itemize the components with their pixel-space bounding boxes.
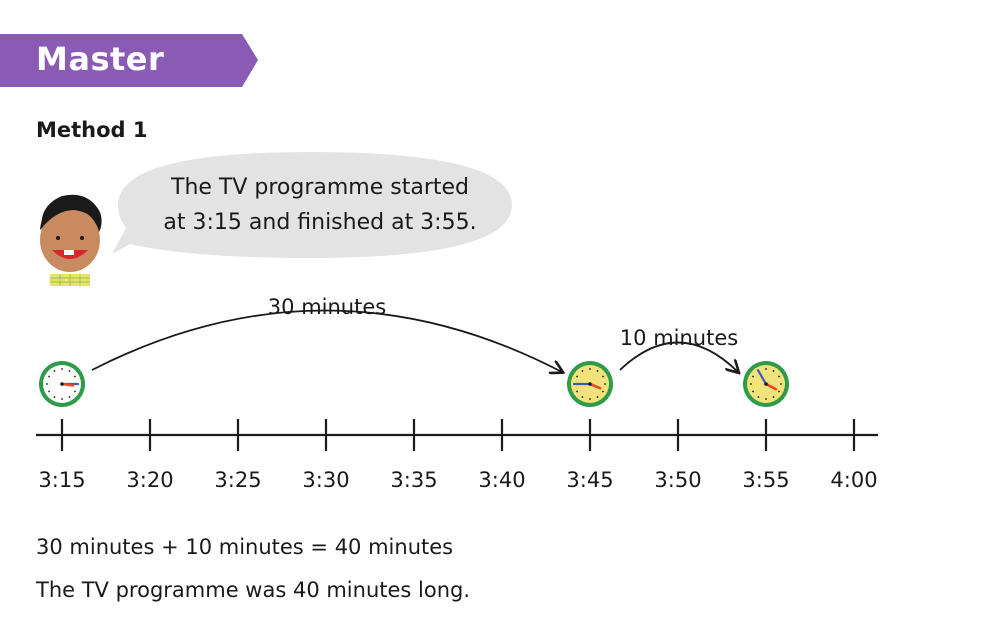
- speech-text: The TV programme started at 3:15 and fin…: [120, 170, 520, 240]
- speech-line-2: at 3:15 and finished at 3:55.: [163, 210, 477, 235]
- jump-label: 30 minutes: [268, 295, 386, 319]
- tick-label: 3:55: [742, 468, 789, 492]
- master-banner: [0, 34, 258, 87]
- speech-bubble: [112, 152, 512, 258]
- method-label: Method 1: [36, 118, 148, 142]
- clock-icon: [567, 361, 613, 407]
- clock-icon: [743, 361, 789, 407]
- tick-label: 3:35: [390, 468, 437, 492]
- tick-label: 3:20: [126, 468, 173, 492]
- jump-arrow: [619, 341, 738, 372]
- number-line: 3:15 3:20 3:25 3:30 3:35 3:40 3:45 3:50 3:55 4:00…: [36, 295, 878, 492]
- jump-arrow: [91, 309, 562, 372]
- tick-label: 3:15: [38, 468, 85, 492]
- child-character-icon: [40, 194, 102, 286]
- conclusion-line: The TV programme was 40 minutes long.: [36, 578, 471, 602]
- tick-label: 3:40: [478, 468, 525, 492]
- equation-line: 30 minutes + 10 minutes = 40 minutes: [36, 535, 454, 559]
- tick-label: 3:50: [654, 468, 701, 492]
- speech-line-1: The TV programme started: [171, 175, 469, 200]
- jump-label: 10 minutes: [620, 326, 738, 350]
- tick-label: 3:30: [302, 468, 349, 492]
- clock-icon: [39, 361, 85, 407]
- banner-title: Master: [36, 40, 165, 78]
- tick-label: 3:25: [214, 468, 261, 492]
- tick-label: 4:00: [830, 468, 877, 492]
- tick-label: 3:45: [566, 468, 613, 492]
